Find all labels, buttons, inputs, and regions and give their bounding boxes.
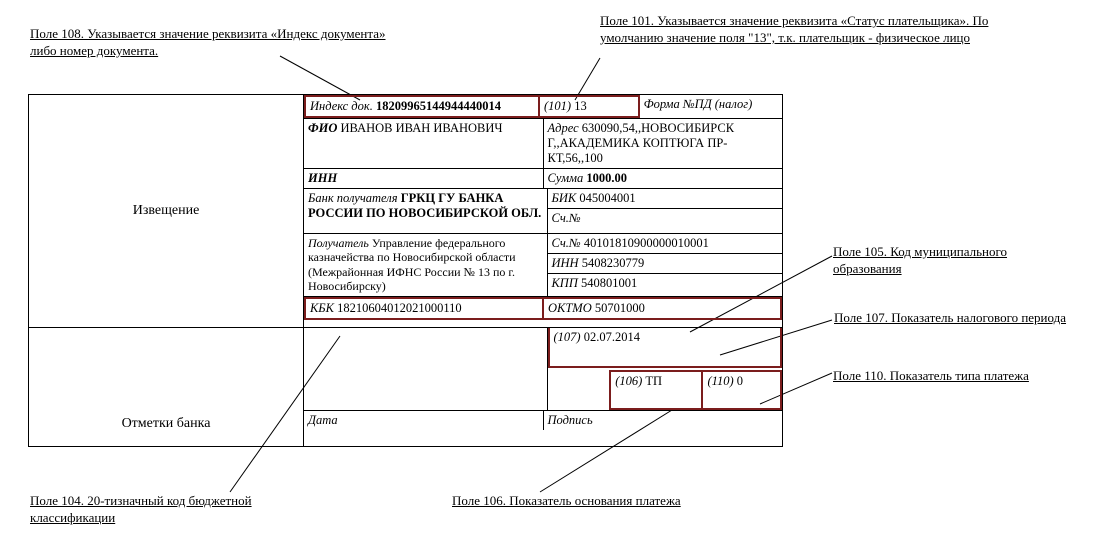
recipient-inn-value: 5408230779 [582, 256, 645, 270]
annotation-106: Поле 106. Показатель основания платежа [452, 493, 712, 510]
bik-label: БИК [552, 191, 577, 205]
form-pd-label: Форма №ПД (налог) [640, 95, 782, 118]
inn-label: ИНН [304, 169, 544, 188]
f107-label: (107) [554, 330, 581, 344]
annotation-107: Поле 107. Показатель налогового периода [834, 310, 1074, 327]
f106-label: (106) [615, 374, 642, 388]
sum-label: Сумма [548, 171, 584, 185]
annotation-105: Поле 105. Код муниципального образования [833, 244, 1063, 278]
addr-label: Адрес [548, 121, 579, 135]
payment-form: Извещение Индекс док. 182099651449444400… [28, 94, 783, 447]
kbk-label: КБК [310, 301, 334, 315]
notice-label: Извещение [29, 95, 304, 327]
recipient-inn-label: ИНН [552, 256, 579, 270]
annotation-101: Поле 101. Указывается значение реквизита… [600, 13, 990, 47]
kbk-value: 18210604012021000110 [337, 301, 462, 315]
f107-value: 02.07.2014 [584, 330, 640, 344]
bank-label: Банк получателя [308, 191, 398, 205]
fio-label: ФИО [308, 121, 337, 135]
f110-value: 0 [737, 374, 743, 388]
oktmo-value: 50701000 [595, 301, 645, 315]
index-doc-label: Индекс док. [310, 99, 373, 113]
index-doc-value: 18209965144944440014 [376, 99, 501, 113]
bank-acc-label: Сч.№ [548, 209, 783, 228]
f110-label: (110) [707, 374, 733, 388]
date-label: Дата [304, 411, 544, 430]
recipient-kpp-value: 540801001 [581, 276, 637, 290]
fio-value: ИВАНОВ ИВАН ИВАНОВИЧ [341, 121, 503, 135]
recipient-kpp-label: КПП [552, 276, 578, 290]
bik-value: 045004001 [579, 191, 635, 205]
f101-value: 13 [574, 99, 587, 113]
f106-value: ТП [645, 374, 662, 388]
oktmo-label: ОКТМО [548, 301, 592, 315]
annotation-108: Поле 108. Указывается значение реквизита… [30, 26, 390, 60]
annotation-104: Поле 104. 20-тизначный код бюджетной кла… [30, 493, 330, 527]
recipient-label: Получатель [308, 236, 369, 250]
sign-label: Подпись [544, 411, 783, 430]
f101-label: (101) [544, 99, 571, 113]
sum-value: 1000.00 [586, 171, 627, 185]
annotation-110: Поле 110. Показатель типа платежа [833, 368, 1093, 385]
recipient-acc-value: 40101810900000010001 [584, 236, 709, 250]
recipient-acc-label: Сч.№ [552, 236, 581, 250]
bank-marks-label: Отметки банка [29, 328, 304, 446]
